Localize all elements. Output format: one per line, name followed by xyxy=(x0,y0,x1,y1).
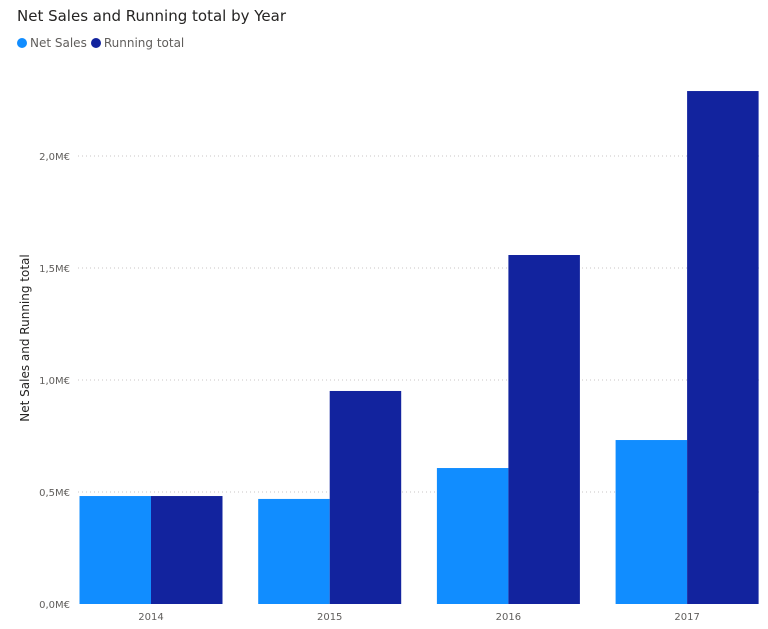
legend-item-net-sales[interactable]: Net Sales xyxy=(17,36,87,50)
legend-item-running-total[interactable]: Running total xyxy=(90,36,185,50)
bar-running-total-2015[interactable] xyxy=(329,390,402,604)
legend-label: Running total xyxy=(103,36,185,50)
x-tick-label: 2015 xyxy=(317,612,342,623)
bar-running-total-2016[interactable] xyxy=(508,255,580,604)
y-tick-label: 0,0M€ xyxy=(39,600,70,611)
legend-marker-icon xyxy=(17,38,27,48)
bar-net-sales-2017[interactable] xyxy=(615,440,688,604)
bar-net-sales-2016[interactable] xyxy=(436,468,509,604)
legend-label: Net Sales xyxy=(30,36,87,50)
legend: Net Sales Running total xyxy=(17,36,188,50)
x-tick-label: 2017 xyxy=(674,612,699,623)
y-tick-label: 0,5M€ xyxy=(39,488,70,499)
legend-marker-icon xyxy=(90,38,101,48)
y-tick-label: 1,5M€ xyxy=(39,264,70,275)
chart-title: Net Sales and Running total by Year xyxy=(17,7,287,25)
y-tick-label: 1,0M€ xyxy=(39,376,70,387)
bar-running-total-2014[interactable] xyxy=(151,496,223,604)
bar-running-total-2017[interactable] xyxy=(687,91,759,605)
bar-net-sales-2015[interactable] xyxy=(258,498,330,604)
x-tick-label: 2016 xyxy=(496,612,521,623)
y-tick-label: 2,0M€ xyxy=(39,152,70,163)
bar-net-sales-2014[interactable] xyxy=(79,496,152,604)
x-tick-label: 2014 xyxy=(138,612,163,623)
y-axis-title: Net Sales and Running total xyxy=(18,254,32,421)
